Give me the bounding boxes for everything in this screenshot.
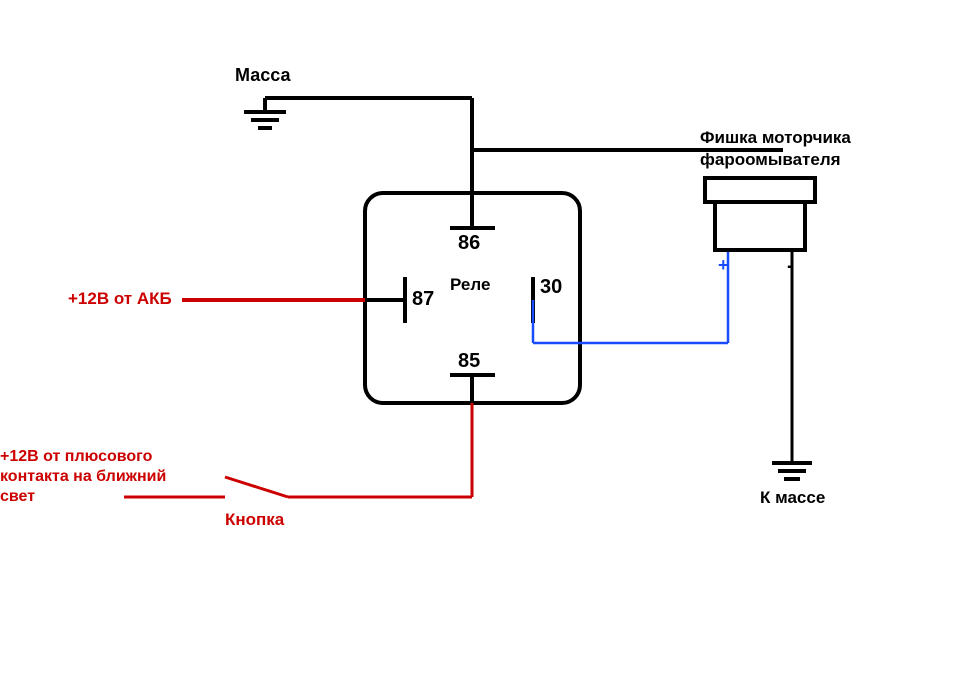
label-12v-light-l2: контакта на ближний (0, 468, 166, 486)
label-12v-light-l3: свет (0, 488, 35, 506)
label-pin86: 86 (458, 232, 480, 255)
label-12v-akb: +12В от АКБ (68, 289, 172, 309)
label-connector-plus: + (718, 255, 729, 276)
connector-flange (705, 178, 815, 202)
label-pin85: 85 (458, 350, 480, 373)
label-button: Кнопка (225, 510, 284, 530)
label-connector-minus: - (787, 255, 794, 278)
label-pin87: 87 (412, 288, 434, 311)
label-connector-l1: Фишка моторчика (700, 128, 851, 148)
label-to-ground: К массе (760, 488, 825, 508)
label-relay-center: Реле (450, 275, 490, 295)
label-12v-light-l1: +12В от плюсового (0, 448, 152, 466)
connector-body (715, 202, 805, 250)
label-ground-top: Масса (235, 65, 290, 86)
wiring-diagram (0, 0, 960, 686)
label-pin30: 30 (540, 276, 562, 299)
label-connector-l2: фароомывателя (700, 150, 841, 170)
